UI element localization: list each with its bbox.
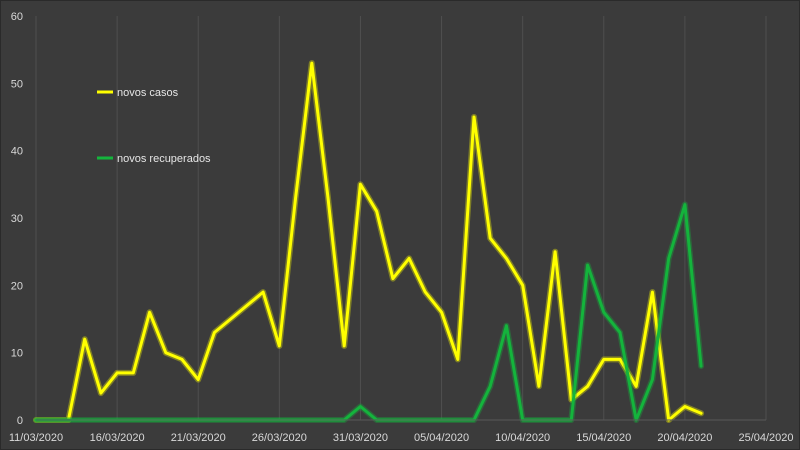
x-tick-label: 31/03/2020 — [333, 432, 388, 444]
series-layer — [33, 60, 705, 423]
legend-label: novos casos — [117, 87, 179, 99]
y-tick-label: 0 — [17, 415, 23, 427]
series-glow-1 — [33, 201, 705, 423]
series-line-0 — [34, 61, 703, 422]
legend-label: novos recuperados — [117, 153, 211, 165]
y-tick-label: 40 — [11, 146, 23, 158]
x-tick-label: 16/03/2020 — [90, 432, 145, 444]
axis-layer: 0 10 20 30 40 50 60 11/03/2020 16/03/2020 21/03/2… — [9, 11, 794, 444]
x-tick-label: 11/03/2020 — [9, 432, 63, 444]
x-tick-label: 21/03/2020 — [171, 432, 226, 444]
y-tick-label: 10 — [11, 348, 23, 360]
x-tick-label: 10/04/2020 — [495, 432, 550, 444]
x-tick-label: 05/04/2020 — [414, 432, 469, 444]
x-tick-label: 20/04/2020 — [657, 432, 712, 444]
x-tick-label: 26/03/2020 — [252, 432, 307, 444]
y-tick-label: 50 — [11, 78, 23, 90]
legend: novos casos novos recuperados — [97, 87, 211, 165]
y-tick-label: 60 — [11, 11, 23, 23]
y-tick-label: 20 — [11, 280, 23, 292]
x-tick-label: 15/04/2020 — [576, 432, 631, 444]
y-tick-label: 30 — [11, 213, 23, 225]
x-tick-label: 25/04/2020 — [738, 432, 793, 444]
